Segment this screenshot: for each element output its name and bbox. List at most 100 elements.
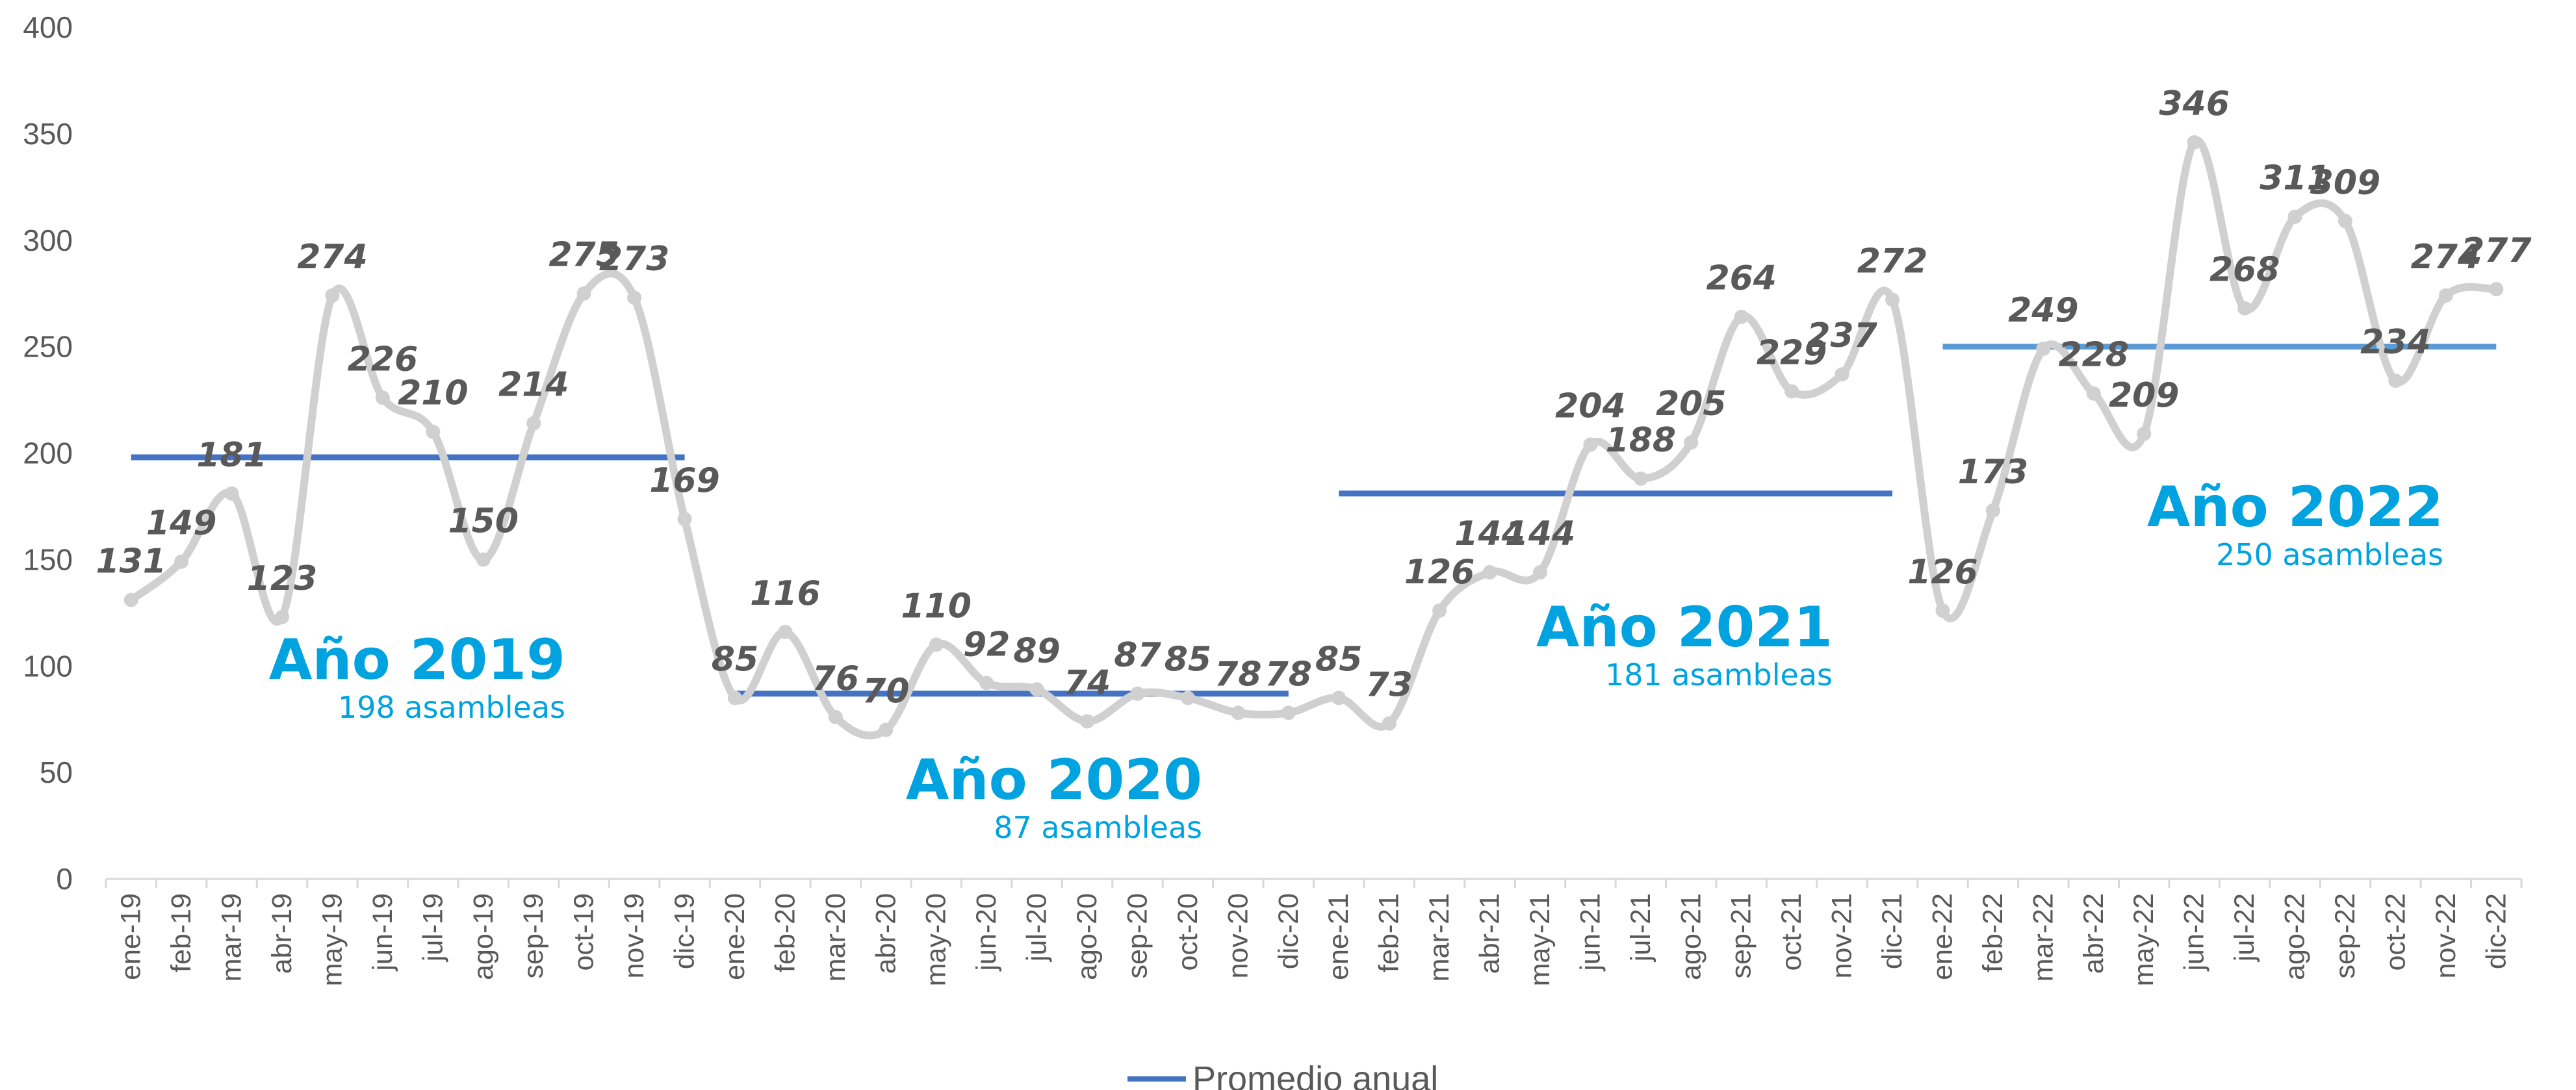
year-subtitle: 87 asambleas bbox=[994, 810, 1202, 845]
data-label: 85 bbox=[1165, 640, 1211, 679]
x-tick-label: jun-20 bbox=[971, 893, 1002, 972]
data-point bbox=[1482, 565, 1497, 580]
x-tick-label: nov-21 bbox=[1827, 893, 1858, 978]
data-label: 274 bbox=[297, 238, 368, 277]
x-tick-label: sep-20 bbox=[1122, 893, 1153, 978]
data-label: 274 bbox=[2411, 238, 2482, 277]
x-tick-label: mar-19 bbox=[216, 893, 248, 982]
data-label: 144 bbox=[1505, 514, 1576, 553]
monthly-series bbox=[123, 134, 2504, 740]
x-tick-label: nov-22 bbox=[2430, 893, 2462, 978]
data-label: 76 bbox=[812, 659, 859, 698]
y-tick-label: 100 bbox=[23, 649, 73, 683]
data-point bbox=[2137, 427, 2152, 442]
data-label: 150 bbox=[448, 501, 519, 540]
data-point bbox=[1885, 292, 1900, 307]
x-tick-label: feb-19 bbox=[166, 893, 197, 972]
data-label: 275 bbox=[548, 236, 619, 275]
data-point bbox=[1332, 691, 1346, 705]
data-point bbox=[123, 592, 138, 607]
data-label: 264 bbox=[1706, 259, 1777, 298]
data-point bbox=[1985, 503, 2000, 518]
data-label: 74 bbox=[1064, 663, 1111, 702]
x-tick-label: may-21 bbox=[1525, 893, 1556, 986]
data-label: 249 bbox=[2008, 291, 2079, 330]
legend: Promedio anual bbox=[1127, 1059, 1438, 1090]
data-point bbox=[2388, 374, 2403, 388]
y-tick-label: 150 bbox=[23, 542, 73, 576]
data-point bbox=[979, 676, 994, 691]
data-label: 70 bbox=[862, 672, 909, 711]
x-axis: ene-19 feb-19 mar-19 abr-19 may-19 jun-19 jul-… bbox=[105, 878, 2523, 986]
x-tick-label: oct-19 bbox=[569, 893, 600, 971]
x-tick-label: abr-22 bbox=[2078, 893, 2109, 974]
data-point bbox=[1734, 309, 1749, 324]
x-tick-label: abr-21 bbox=[1475, 893, 1506, 974]
data-point bbox=[426, 424, 441, 439]
x-tick-label: ago-20 bbox=[1072, 893, 1103, 980]
data-point bbox=[1583, 437, 1598, 452]
data-label: 209 bbox=[2109, 376, 2180, 415]
y-tick-label: 50 bbox=[40, 755, 73, 789]
data-label: 309 bbox=[2310, 163, 2381, 202]
data-label: 234 bbox=[2360, 323, 2431, 362]
data-label: 204 bbox=[1555, 387, 1626, 425]
data-label: 188 bbox=[1606, 421, 1677, 460]
data-label: 144 bbox=[1454, 514, 1525, 553]
data-label: 205 bbox=[1656, 385, 1727, 424]
data-point bbox=[1835, 367, 1849, 382]
data-label: 273 bbox=[599, 240, 670, 279]
x-tick-label: feb-20 bbox=[769, 893, 801, 972]
x-tick-label: may-22 bbox=[2128, 893, 2159, 986]
x-tick-label: dic-19 bbox=[669, 893, 701, 969]
y-tick-label: 0 bbox=[56, 862, 73, 896]
x-tick-label: mar-22 bbox=[2028, 893, 2059, 982]
data-point bbox=[174, 554, 189, 569]
data-label: 226 bbox=[348, 340, 419, 379]
x-tick-label: dic-21 bbox=[1877, 893, 1908, 969]
x-tick-label: abr-19 bbox=[266, 893, 298, 974]
data-point bbox=[526, 416, 541, 431]
data-point bbox=[325, 288, 340, 303]
x-tick-label: jul-22 bbox=[2229, 893, 2260, 963]
x-tick-label: dic-20 bbox=[1273, 893, 1304, 969]
legend-label: Promedio anual bbox=[1192, 1059, 1438, 1090]
year-title: Año 2019 bbox=[269, 627, 565, 692]
y-tick-label: 250 bbox=[23, 330, 73, 364]
x-tick-label: abr-20 bbox=[870, 893, 901, 974]
x-tick-label: sep-22 bbox=[2330, 893, 2361, 978]
x-tick-label: may-20 bbox=[921, 893, 952, 986]
data-point bbox=[1130, 686, 1145, 701]
data-label: 346 bbox=[2159, 84, 2230, 123]
data-point bbox=[1532, 565, 1547, 580]
x-tick-label: ene-19 bbox=[116, 893, 147, 980]
data-label: 311 bbox=[2260, 159, 2330, 198]
x-tick-label: may-19 bbox=[316, 893, 348, 986]
data-label: 73 bbox=[1365, 666, 1412, 705]
data-point bbox=[1633, 471, 1648, 486]
data-label: 78 bbox=[1265, 655, 1312, 694]
data-label: 85 bbox=[712, 640, 758, 679]
x-tick-label: feb-22 bbox=[1977, 893, 2009, 972]
data-label: 169 bbox=[649, 461, 720, 500]
x-tick-label: nov-20 bbox=[1222, 893, 1254, 978]
data-label: 85 bbox=[1315, 640, 1362, 679]
x-tick-label: oct-21 bbox=[1776, 893, 1807, 971]
x-tick-label: ago-19 bbox=[468, 893, 499, 980]
data-point bbox=[2187, 134, 2202, 149]
year-subtitle: 250 asambleas bbox=[2216, 537, 2443, 572]
year-subtitle: 198 asambleas bbox=[338, 690, 565, 725]
data-point bbox=[1080, 714, 1095, 729]
data-point bbox=[375, 390, 390, 405]
data-label: 173 bbox=[1958, 453, 2029, 492]
data-point bbox=[2438, 288, 2453, 303]
x-tick-label: oct-20 bbox=[1172, 893, 1204, 971]
data-point bbox=[1180, 691, 1195, 705]
data-point bbox=[1382, 716, 1397, 731]
data-point bbox=[2237, 301, 2252, 316]
x-tick-label: dic-22 bbox=[2480, 893, 2512, 969]
y-axis: 0 50 100 150 200 250 300 350 400 bbox=[23, 10, 73, 896]
x-tick-label: mar-21 bbox=[1424, 893, 1455, 982]
data-label: 110 bbox=[901, 587, 972, 626]
